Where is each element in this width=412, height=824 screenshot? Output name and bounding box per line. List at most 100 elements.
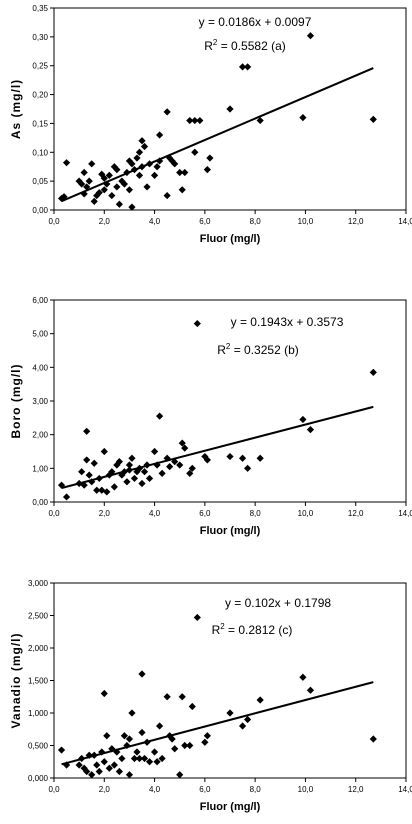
data-point [100,758,108,766]
data-point [115,200,123,208]
data-point [193,613,201,622]
data-point [181,444,189,452]
data-point [156,157,164,165]
plot-area [53,7,407,211]
data-point [80,190,88,198]
data-point [133,154,141,162]
data-point [120,732,128,740]
data-point [105,471,113,479]
data-point [143,738,151,746]
data-point [125,466,134,474]
x-tick-label: 4,0 [149,785,161,794]
data-point [171,160,179,168]
data-point [125,771,134,779]
data-point [57,746,66,754]
data-point [83,427,91,435]
data-point [123,168,131,177]
r-squared-value: = 0.3252 (b) [230,343,298,357]
y-tick-label: 0,10 [32,148,48,157]
data-point [156,412,164,420]
data-point [163,693,171,701]
data-point [138,137,146,145]
chart-1: 0,00 0,05 0,10 0,15 0,20 0,25 0,30 0,35 0,0 2,0 4,… [9,4,412,245]
data-point [138,670,146,678]
data-point [115,458,123,466]
r-squared-value: = 0.2812 (c) [225,623,293,637]
data-point [150,447,159,456]
x-tick-label: 12,0 [348,785,364,794]
data-point [88,160,96,168]
data-point [178,693,186,701]
data-point [156,131,164,139]
x-tick-label: 12,0 [348,217,364,226]
data-point [186,741,194,750]
y-tick-label: 2,000 [28,644,49,653]
x-tick-label: 14,0 [398,509,412,518]
data-point [133,468,141,476]
data-point [113,166,121,174]
data-point [110,761,118,769]
data-point [145,474,154,483]
data-point [306,426,315,434]
data-point [93,761,101,769]
data-point [93,486,101,494]
data-point [108,191,116,200]
data-point [166,463,174,471]
data-point [196,116,204,125]
y-tick-label: 5,00 [32,330,48,339]
data-point [62,761,71,769]
data-point [113,748,121,756]
data-point [150,171,159,179]
x-tick-label: 6,0 [199,509,211,518]
x-tick-label: 4,0 [149,509,161,518]
data-point [103,180,111,188]
y-axis-title: Vanadio (mg/l) [9,632,23,728]
data-point [103,732,111,740]
data-point [98,748,106,756]
r-squared-symbol: R [217,343,226,357]
data-point [85,177,93,185]
r-squared-label: R2 = 0.3252 (b) [217,342,299,357]
y-tick-label: 1,500 [28,677,49,686]
data-point [153,163,161,171]
data-point [153,461,161,469]
data-point [299,673,307,681]
trendline [61,405,374,489]
data-point [83,183,91,191]
y-tick-label: 1,000 [28,709,49,718]
data-point [78,754,86,763]
x-tick-label: 14,0 [398,217,412,226]
y-tick-label: 0,20 [32,91,48,100]
y-tick-label: 3,00 [32,397,48,406]
data-point [90,751,98,759]
data-point [138,163,146,171]
data-point [110,483,118,491]
data-point [128,709,136,717]
data-point [145,758,154,766]
r-squared-exponent: 2 [226,342,231,351]
x-tick-label: 0,0 [48,785,60,794]
data-point [145,160,154,168]
data-point [168,735,176,743]
x-tick-label: 14,0 [398,785,412,794]
regression-equation: y = 0.0186x + 0.0097 [199,15,312,29]
y-tick-label: 0,15 [32,119,48,128]
data-point [125,186,134,194]
data-point [113,183,121,191]
data-point [181,168,189,177]
chart-2: 0,00 1,00 2,00 3,00 4,00 5,00 6,00 0,0 2,0 4,0 6,0… [9,296,412,537]
data-point [306,32,315,40]
data-point [201,738,209,746]
data-point [369,115,377,123]
data-point [171,745,179,753]
data-point [163,454,171,462]
data-point [108,468,116,476]
data-point [128,160,136,168]
data-point [123,741,131,750]
data-point [140,468,149,476]
data-point [78,468,86,476]
data-point [62,493,71,501]
data-point [244,63,252,71]
plot-area [53,582,407,779]
